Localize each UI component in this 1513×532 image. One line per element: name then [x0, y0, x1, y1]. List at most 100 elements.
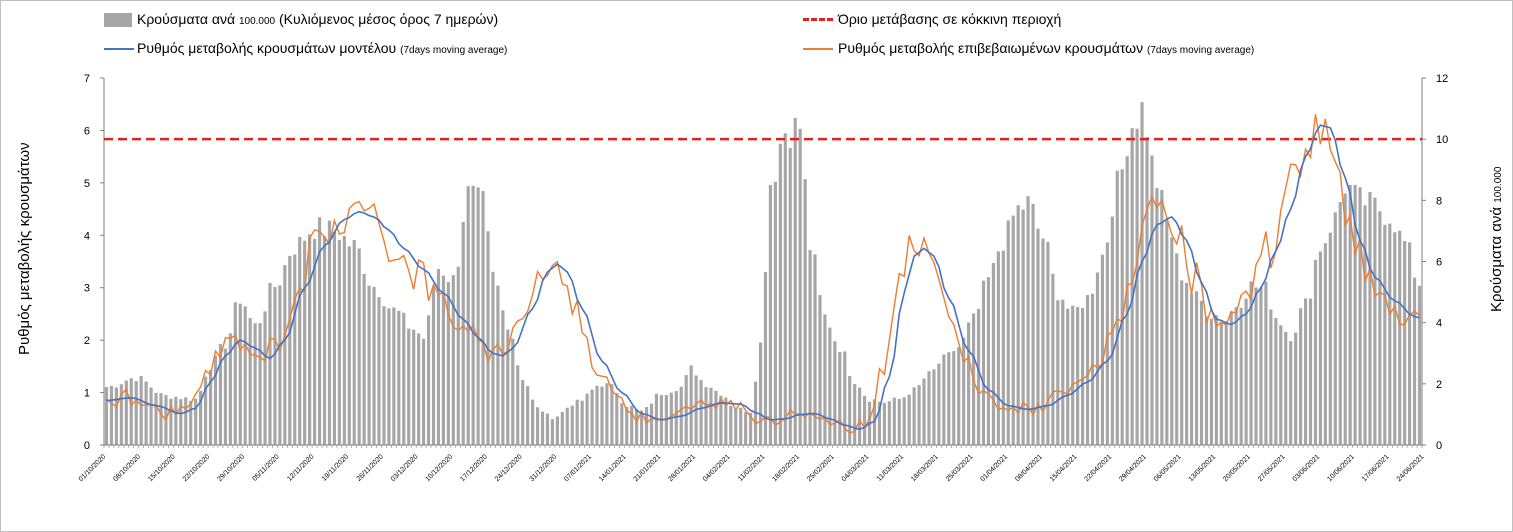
legend-model-label: Ρυθμός μεταβολής κρουσμάτων μοντέλου (7d…: [137, 40, 508, 56]
bar: [243, 306, 247, 445]
bar: [575, 399, 579, 445]
bar: [669, 392, 673, 445]
bar: [684, 375, 688, 445]
bar: [1412, 277, 1417, 445]
bar: [1016, 205, 1020, 445]
bar: [322, 236, 327, 445]
bar: [1289, 341, 1293, 445]
bar: [927, 371, 931, 445]
bar: [734, 409, 738, 445]
bar: [471, 185, 475, 445]
bar: [174, 396, 178, 445]
bar: [407, 328, 411, 445]
bar: [753, 381, 758, 445]
bar: [1219, 321, 1223, 445]
bar: [1100, 254, 1104, 445]
bar: [1090, 293, 1095, 445]
x-tick-label: 29/04/2021: [1118, 453, 1148, 483]
bar: [1284, 331, 1288, 445]
bar: [1274, 318, 1278, 445]
left-tick-label: 0: [84, 440, 90, 452]
bar: [114, 387, 118, 445]
bar: [169, 398, 173, 445]
x-tick-label: 21/01/2021: [633, 453, 663, 483]
bar: [213, 355, 218, 445]
right-tick-label: 2: [1436, 379, 1442, 391]
bar: [426, 315, 431, 445]
bar: [1140, 102, 1144, 445]
right-tick-label: 4: [1436, 318, 1442, 330]
bar: [199, 390, 203, 445]
bar: [1378, 211, 1382, 445]
bar: [555, 416, 559, 445]
bar: [436, 268, 441, 445]
bar: [263, 311, 267, 445]
bar: [1056, 300, 1060, 445]
bar: [194, 398, 198, 445]
bar: [1338, 202, 1342, 445]
bar: [1081, 307, 1085, 445]
bar: [640, 410, 644, 445]
bar: [887, 401, 891, 445]
bar: [902, 397, 906, 445]
bar: [288, 255, 292, 445]
bar: [461, 221, 465, 445]
bar: [1408, 242, 1412, 445]
x-tick-label: 11/02/2021: [737, 453, 766, 482]
bar: [521, 380, 525, 445]
bar: [947, 352, 951, 445]
bar: [758, 342, 763, 445]
x-tick-label: 20/05/2021: [1222, 453, 1252, 483]
bar: [337, 239, 341, 445]
bar: [843, 351, 847, 445]
bar: [144, 381, 148, 445]
x-tick-label: 13/05/2021: [1188, 453, 1218, 483]
left-tick-label: 1: [84, 388, 90, 400]
x-tick-label: 07/01/2021: [563, 453, 593, 483]
bar: [1194, 291, 1199, 445]
bar: [1150, 155, 1154, 445]
bar: [1006, 220, 1010, 445]
bar: [952, 351, 956, 445]
bar: [1303, 298, 1308, 445]
bar: [853, 384, 857, 445]
bar: [258, 323, 262, 445]
bar: [996, 251, 1000, 445]
bar: [1214, 315, 1218, 445]
bar: [1318, 251, 1323, 445]
bar: [635, 408, 639, 445]
bar: [317, 217, 322, 445]
x-tick-label: 10/12/2020: [425, 453, 455, 483]
bar: [545, 413, 550, 445]
bar: [749, 412, 753, 445]
x-tick-label: 04/02/2021: [702, 453, 732, 483]
bar: [1170, 237, 1174, 445]
bar: [1145, 137, 1149, 445]
x-tick-label: 08/04/2021: [1014, 453, 1044, 483]
x-tick-label: 14/01/2021: [598, 453, 628, 483]
x-tick-label: 08/10/2020: [112, 453, 142, 483]
bar: [729, 405, 733, 445]
bar: [149, 387, 153, 445]
bar: [714, 390, 718, 445]
bar: [1279, 325, 1283, 445]
bar: [813, 254, 817, 445]
legend-confirmed-label: Ρυθμός μεταβολής επιβεβαιωμένων κρουσμάτ…: [838, 40, 1255, 56]
x-tick-label: 04/03/2021: [841, 453, 871, 483]
bar: [1388, 223, 1392, 445]
bar: [446, 282, 450, 445]
bar: [981, 280, 986, 445]
bar: [565, 407, 569, 445]
bar: [357, 248, 361, 445]
bar: [833, 341, 837, 445]
bar: [957, 347, 961, 445]
bar: [768, 185, 773, 445]
x-tick-label: 17/12/2020: [459, 453, 489, 483]
bar: [793, 117, 797, 445]
x-tick-label: 19/11/2020: [321, 453, 350, 482]
bar: [352, 240, 356, 445]
x-tick-label: 12/11/2020: [286, 453, 315, 482]
bar: [1358, 187, 1362, 445]
bar: [967, 322, 971, 445]
bar: [610, 384, 614, 445]
